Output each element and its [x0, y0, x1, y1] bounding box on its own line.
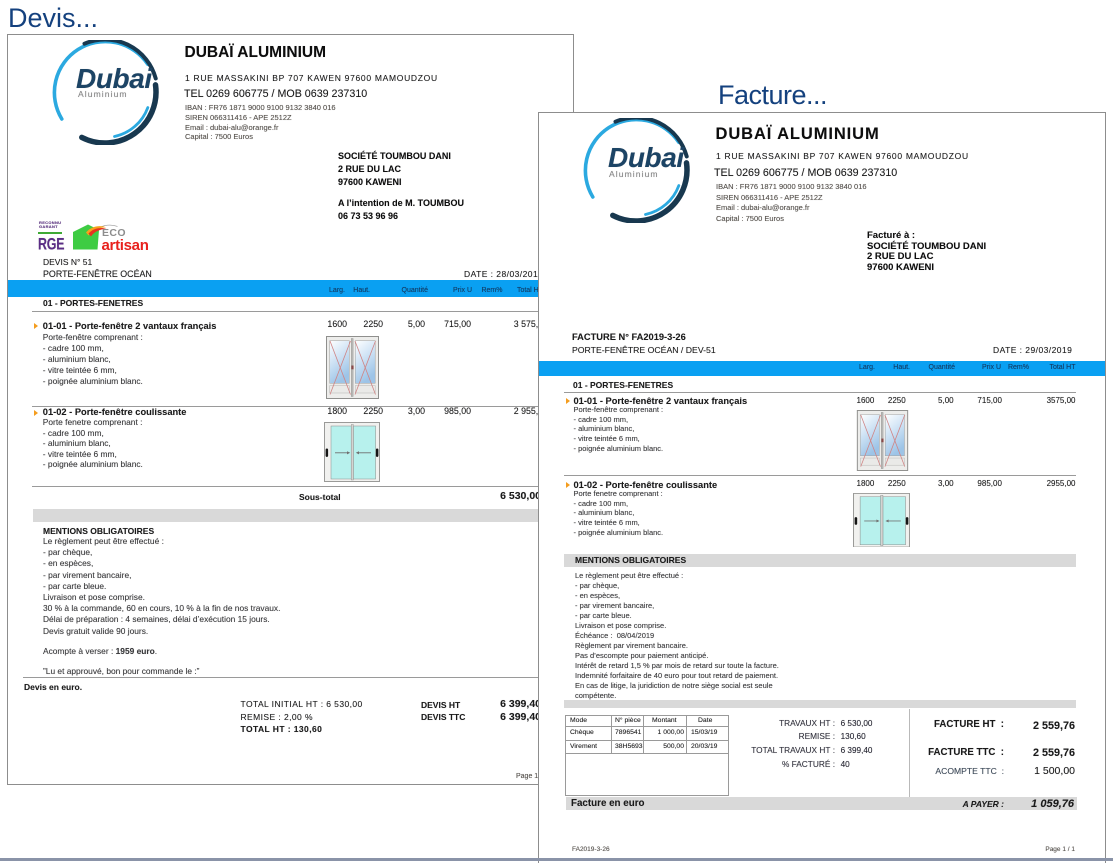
svg-text:ECO: ECO [102, 227, 126, 239]
svg-text:artisan: artisan [102, 237, 149, 251]
